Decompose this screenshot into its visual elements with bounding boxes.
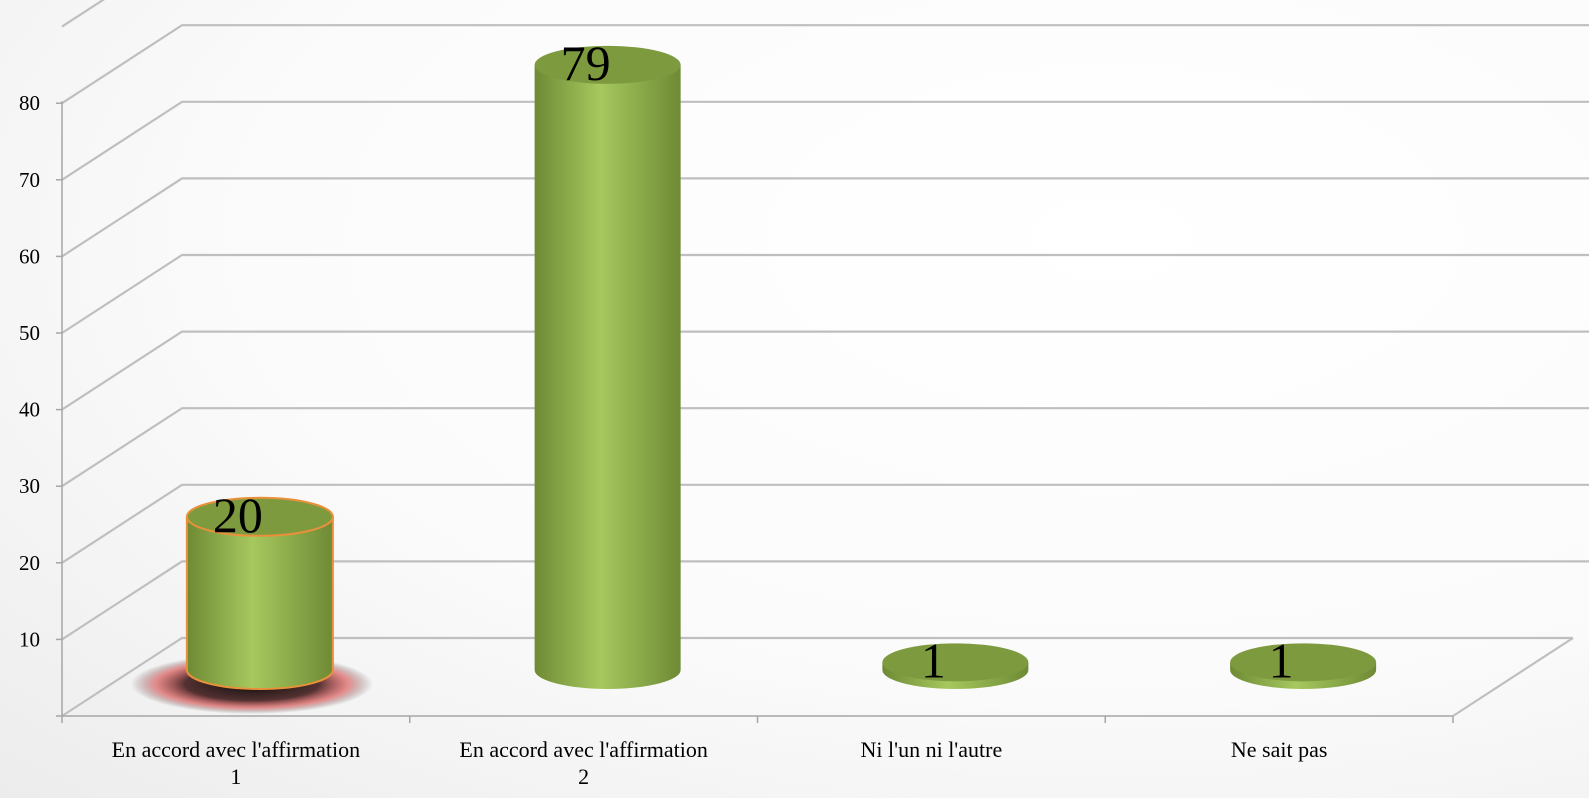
bar-2[interactable] [534, 45, 681, 690]
y-tick-label: 80 [19, 91, 40, 115]
data-label: 1 [1269, 632, 1294, 688]
category-label-line: Ne sait pas [1231, 737, 1328, 762]
gridline [61, 0, 105, 28]
gridline [61, 24, 1589, 105]
bar-body[interactable] [185, 515, 334, 690]
gridline [61, 483, 1589, 564]
y-tick-label: 70 [19, 168, 40, 192]
gridline [61, 100, 1589, 181]
data-label: 1 [921, 632, 946, 688]
floor-edge [1452, 637, 1574, 717]
bar-top[interactable] [1230, 643, 1377, 682]
bar-top[interactable] [882, 643, 1029, 682]
bar-top[interactable] [185, 496, 334, 537]
category-label: En accord avec l'affirmation 1 [112, 737, 361, 789]
category-label-line: 2 [578, 764, 589, 789]
bar-body[interactable] [534, 64, 681, 690]
category-label: En accord avec l'affirmation 2 [459, 737, 708, 789]
gridline [61, 253, 1589, 334]
category-label-line: En accord avec l'affirmation [459, 737, 708, 762]
bar-4[interactable] [1230, 643, 1377, 689]
category-label-line: En accord avec l'affirmation [112, 737, 361, 762]
gridline [61, 330, 1589, 411]
category-label-line: Ni l'un ni l'autre [861, 737, 1003, 762]
y-tick-label: 50 [19, 321, 40, 345]
y-tick-label: 20 [19, 551, 40, 575]
gridline [61, 177, 1589, 258]
y-tick-label: 10 [19, 627, 40, 651]
category-label: Ni l'un ni l'autre [861, 737, 1003, 762]
gridline [61, 636, 1573, 717]
data-label: 20 [213, 487, 263, 543]
y-tick-label: 60 [19, 244, 40, 268]
bar-top[interactable] [534, 45, 681, 84]
bar-3[interactable] [882, 643, 1029, 689]
data-label: 79 [561, 35, 611, 91]
bar-1[interactable] [130, 496, 373, 714]
gridline [61, 407, 1589, 488]
y-tick-label: 30 [19, 474, 40, 498]
category-label: Ne sait pas [1231, 737, 1328, 762]
gridline [61, 560, 1589, 641]
category-label-line: 1 [230, 764, 241, 789]
y-tick-label: 40 [19, 398, 40, 422]
